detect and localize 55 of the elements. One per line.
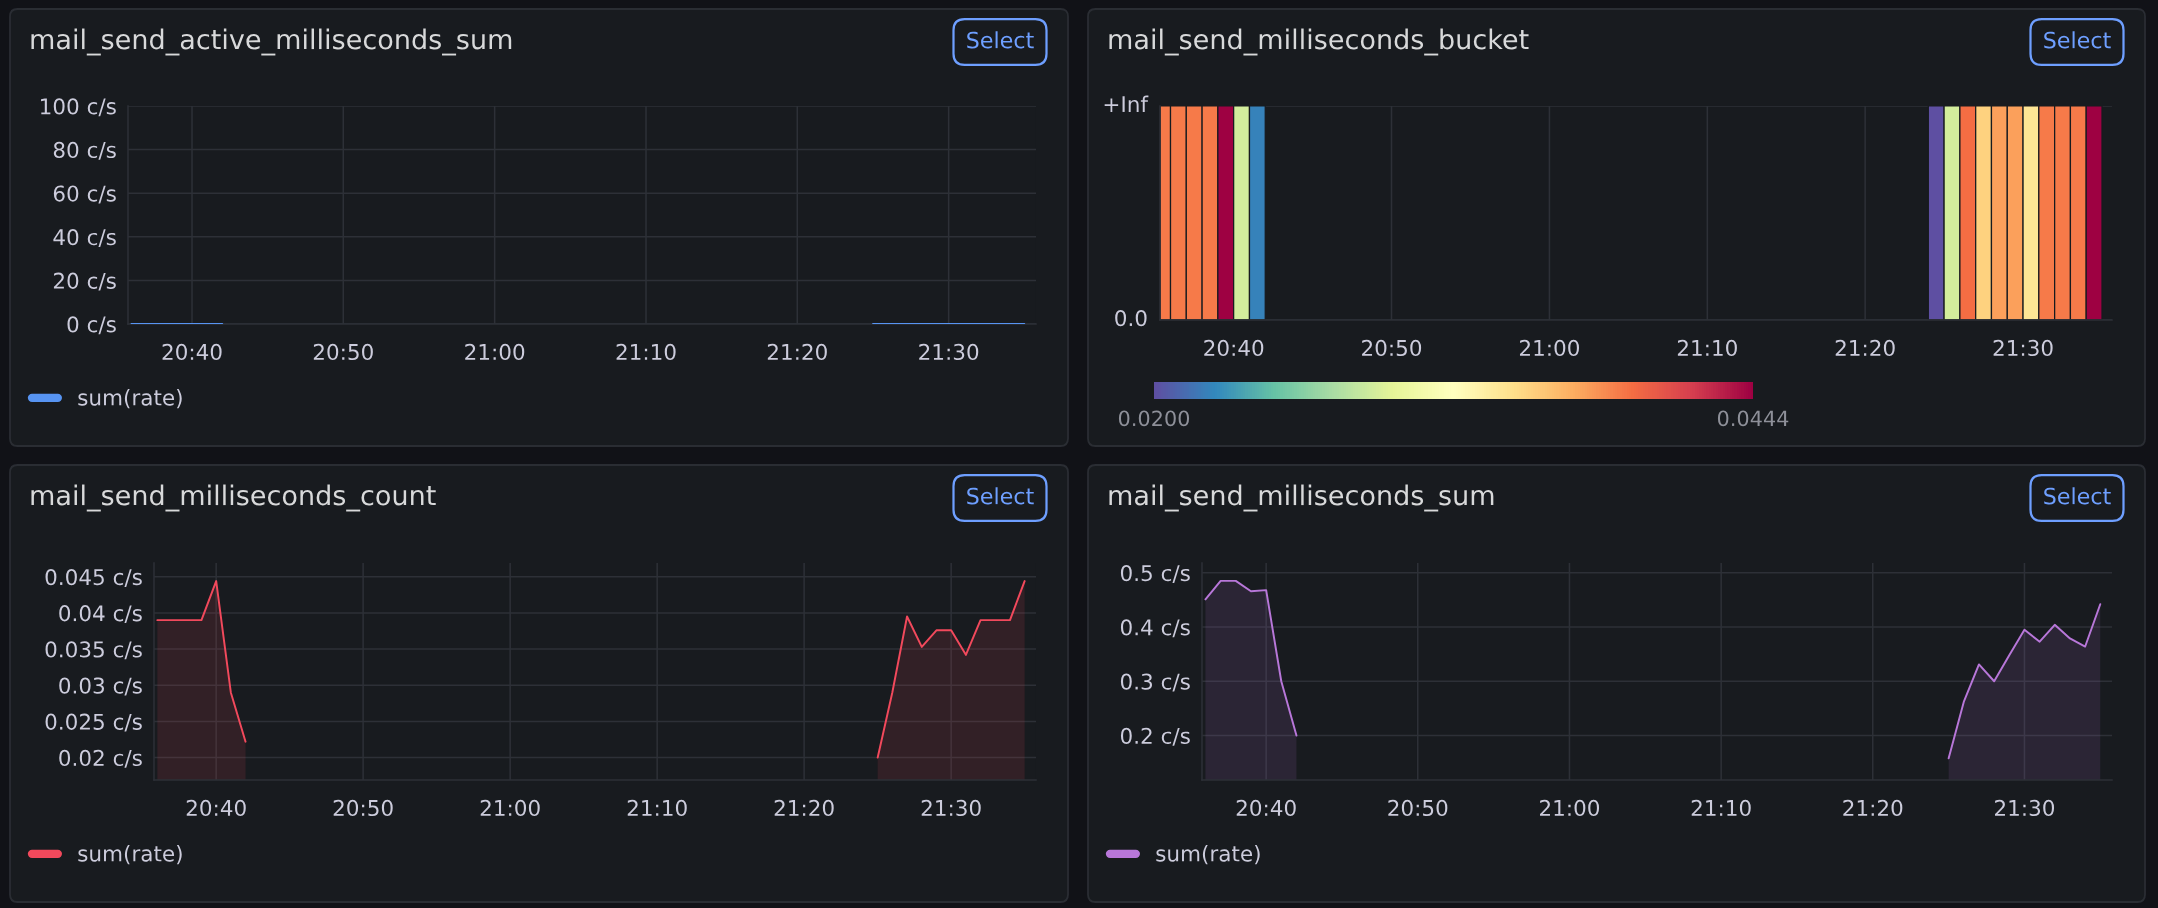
- y-tick-label: 0.02 c/s: [59, 749, 142, 768]
- y-tick-label: 0.04 c/s: [59, 605, 142, 624]
- y-tick-label: 40 c/s: [53, 229, 116, 247]
- y-tick-label: 0.5 c/s: [1120, 564, 1190, 583]
- y-tick-label: 0.035 c/s: [45, 641, 142, 660]
- x-tick-label: 21:30: [1995, 799, 2055, 817]
- x-tick-label: 21:20: [767, 343, 827, 361]
- x-tick-label: 20:40: [162, 343, 222, 361]
- text: Select: [967, 487, 1034, 505]
- x-tick-label: 21:00: [465, 343, 525, 361]
- x-tick-label: 20:40: [186, 799, 246, 817]
- x-tick-label: 21:00: [480, 799, 540, 817]
- chart-title: mail_send_active_milliseconds_sum: [31, 28, 512, 56]
- y-tick-label: 20 c/s: [53, 272, 116, 291]
- chart-title: mail_send_milliseconds_count: [31, 484, 436, 512]
- y-tick-label: 0.4 c/s: [1120, 619, 1190, 638]
- text: Select: [2044, 487, 2111, 505]
- y-tick-label: 0 c/s: [67, 316, 116, 335]
- x-tick-label: 21:10: [627, 799, 687, 817]
- y-tick-label: 60 c/s: [53, 185, 116, 204]
- x-tick-label: 20:40: [1236, 799, 1296, 817]
- x-tick-label: 20:40: [1204, 339, 1264, 357]
- x-tick-label: 21:10: [1677, 339, 1737, 357]
- y-tick-label: 0.025 c/s: [45, 713, 142, 732]
- x-tick-label: 21:30: [919, 343, 979, 361]
- y-tick-label: 0.3 c/s: [1120, 673, 1190, 692]
- x-tick-label: 21:00: [1519, 339, 1580, 357]
- y-tick-label: 0.2 c/s: [1120, 727, 1190, 746]
- x-tick-label: 21:20: [1843, 799, 1903, 817]
- chart-title: mail_send_milliseconds_bucket: [1109, 28, 1529, 56]
- text: Select: [2044, 31, 2111, 49]
- text: 0.0: [1115, 309, 1147, 327]
- y-tick-label: 100 c/s: [41, 98, 116, 117]
- chart-title: mail_send_milliseconds_sum: [1109, 484, 1494, 512]
- x-tick-label: 21:30: [921, 799, 981, 817]
- x-tick-label: 21:10: [616, 343, 676, 361]
- legend-label: sum(rate): [78, 845, 182, 865]
- y-tick-label: 80 c/s: [53, 141, 116, 160]
- x-tick-label: 20:50: [1388, 799, 1448, 817]
- x-tick-label: 20:50: [313, 343, 373, 361]
- x-tick-label: 21:00: [1540, 799, 1600, 817]
- text: Select: [967, 31, 1034, 49]
- color-bar-label: 0.0444: [1717, 410, 1789, 427]
- legend-label: sum(rate): [78, 389, 182, 409]
- y-tick-label: 0.045 c/s: [45, 568, 142, 587]
- x-tick-label: 21:10: [1691, 799, 1751, 817]
- x-tick-label: 21:20: [774, 799, 834, 817]
- x-tick-label: 20:50: [1362, 339, 1422, 357]
- x-tick-label: 21:30: [1993, 339, 2053, 357]
- y-tick-label: 0.03 c/s: [59, 677, 142, 696]
- x-tick-label: 20:50: [333, 799, 393, 817]
- color-bar-label: 0.0200: [1118, 410, 1190, 427]
- x-tick-label: 21:20: [1835, 339, 1895, 357]
- legend-label: sum(rate): [1156, 845, 1260, 865]
- text: +Inf: [1104, 95, 1149, 112]
